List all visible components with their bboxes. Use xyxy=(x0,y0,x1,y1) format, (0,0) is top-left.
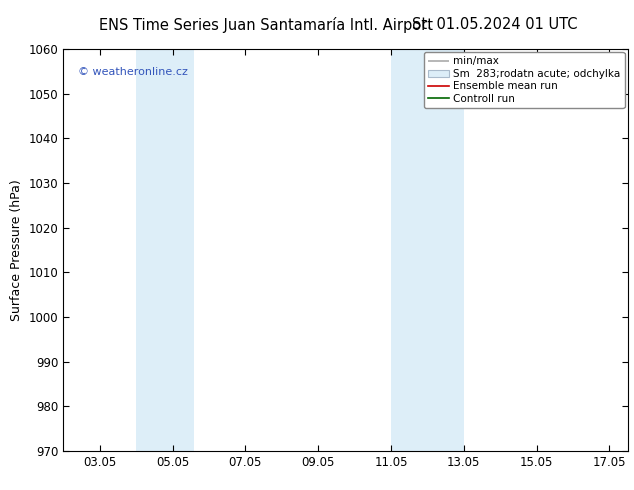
Legend: min/max, Sm  283;rodatn acute; odchylka, Ensemble mean run, Controll run: min/max, Sm 283;rodatn acute; odchylka, … xyxy=(424,52,624,108)
Text: ENS Time Series Juan Santamaría Intl. Airport: ENS Time Series Juan Santamaría Intl. Ai… xyxy=(100,17,433,33)
Bar xyxy=(136,49,195,451)
Text: St. 01.05.2024 01 UTC: St. 01.05.2024 01 UTC xyxy=(411,17,578,32)
Bar xyxy=(391,49,464,451)
Text: © weatheronline.cz: © weatheronline.cz xyxy=(77,67,188,77)
Y-axis label: Surface Pressure (hPa): Surface Pressure (hPa) xyxy=(10,179,23,321)
